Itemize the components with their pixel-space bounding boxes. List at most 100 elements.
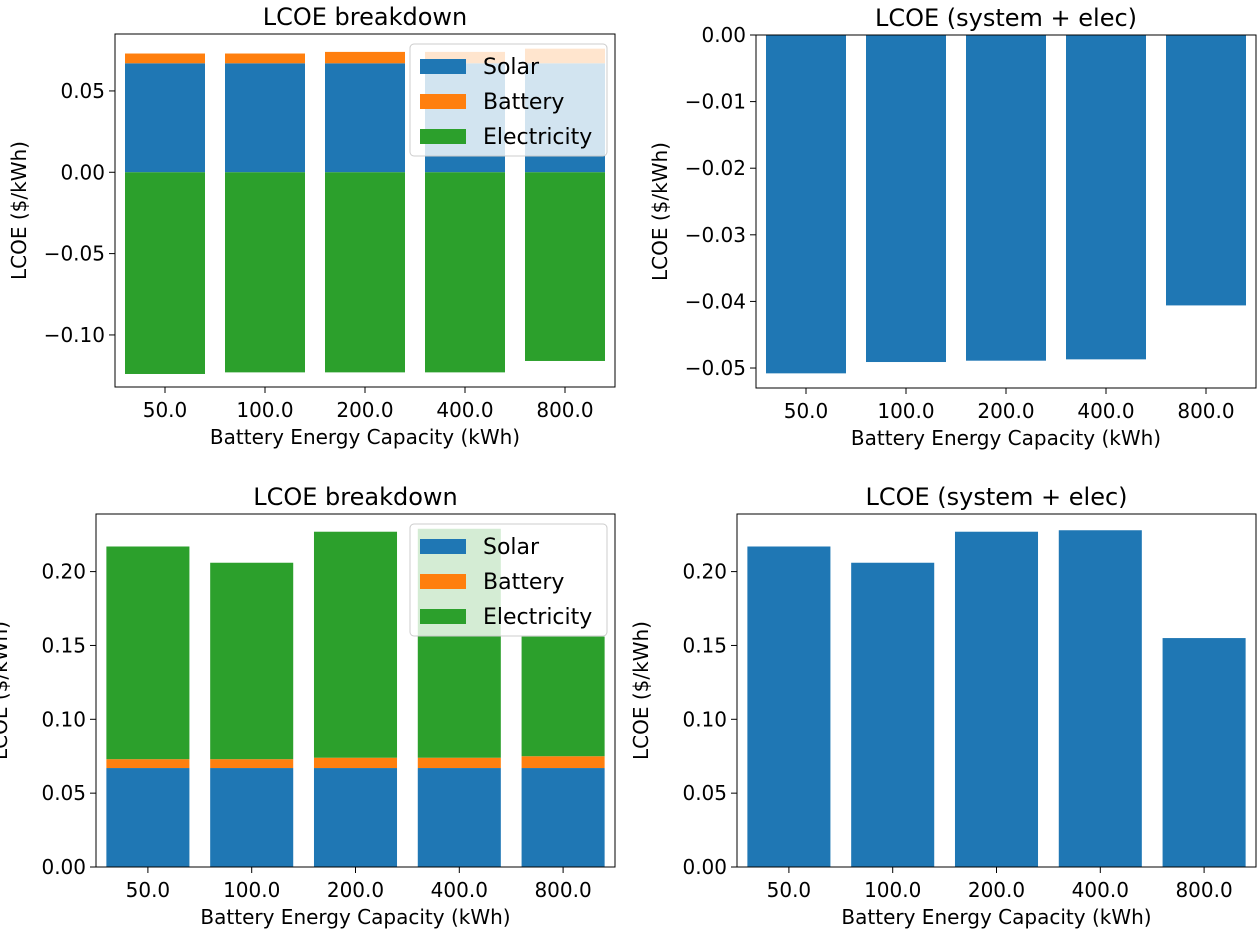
y-tick-label: 0.05 [682,781,727,805]
bar-solar-800.0 [521,768,605,867]
x-tick-label: 200.0 [336,398,393,422]
bars [125,48,605,374]
x-axis-label: Battery Energy Capacity (kWh) [200,905,510,929]
y-axis-label: LCOE ($/kWh) [648,142,672,281]
bar-battery-400.0 [417,757,501,769]
x-axis-label: Battery Energy Capacity (kWh) [210,425,520,449]
legend-label-battery: Battery [483,90,564,115]
bar-50.0 [766,35,846,374]
bar-200.0 [966,35,1046,361]
bar-100.0 [866,35,946,363]
bar-electricity-200.0 [313,531,398,758]
legend-swatch-electricity [420,129,466,144]
bars [766,35,1246,374]
x-axis-label: Battery Energy Capacity (kWh) [851,426,1161,450]
y-tick-label: 0.05 [41,781,86,805]
bar-battery-50.0 [125,53,205,64]
x-tick-label: 200.0 [327,878,384,902]
x-tick-label: 800.0 [1175,878,1232,902]
y-tick-label: 0.20 [41,560,86,584]
y-tick-label: −0.01 [685,90,746,114]
x-tick-label: 100.0 [864,878,921,902]
x-tick-label: 50.0 [767,878,812,902]
y-tick-label: −0.05 [44,242,105,266]
y-tick-label: 0.15 [41,633,86,657]
bar-electricity-50.0 [125,172,205,374]
bar-solar-100.0 [225,63,305,173]
legend-label-solar: Solar [483,535,540,560]
x-tick-label: 400.0 [1072,878,1129,902]
bar-100.0 [851,562,935,867]
y-tick-label: −0.10 [44,323,105,347]
chart-title: LCOE (system + elec) [875,4,1137,32]
bar-solar-200.0 [313,768,398,867]
bar-battery-200.0 [325,51,405,64]
chart-title: LCOE (system + elec) [865,483,1127,511]
bar-400.0 [1058,530,1142,867]
bar-electricity-100.0 [225,172,305,373]
chart-2: −0.05 −0.04 −0.03 −0.02 −0.01 0.00 50.0 100.0 20… [648,4,1257,450]
legend-swatch-solar [420,539,466,554]
legend-swatch-electricity [420,609,466,624]
x-tick-label: 800.0 [536,398,593,422]
bars [747,530,1246,867]
x-tick-label: 200.0 [968,878,1025,902]
y-tick-label: 0.00 [60,160,105,184]
x-tick-label: 800.0 [534,878,591,902]
x-tick-label: 50.0 [784,399,829,423]
x-tick-label: 400.0 [1077,399,1134,423]
legend-swatch-battery [420,574,466,589]
legend-swatch-solar [420,59,466,74]
bar-electricity-800.0 [525,172,605,361]
y-tick-label: 0.00 [701,23,746,47]
chart-title: LCOE breakdown [263,3,468,31]
chart-4: 0.00 0.05 0.10 0.15 0.20 50.0 100.0 200.0 400.0 8… [629,483,1257,929]
bar-electricity-400.0 [425,172,505,373]
x-tick-label: 800.0 [1177,399,1234,423]
legend-label-battery: Battery [483,570,564,595]
legend: Solar Battery Electricity [409,523,608,637]
y-tick-label: 0.20 [682,560,727,584]
bar-battery-100.0 [225,53,305,64]
bar-800.0 [1166,35,1246,306]
y-tick-label: 0.00 [682,855,727,879]
legend-label-electricity: Electricity [483,125,592,150]
x-tick-label: 50.0 [143,398,188,422]
bar-solar-100.0 [210,768,294,867]
bar-800.0 [1162,638,1246,867]
x-tick-label: 400.0 [431,878,488,902]
y-tick-label: −0.05 [685,356,746,380]
bar-electricity-50.0 [106,546,190,760]
bar-solar-400.0 [417,768,501,867]
y-tick-label: 0.15 [682,633,727,657]
chart-1: −0.10 −0.05 0.00 0.05 50.0 100.0 200.0 400.0 800… [7,3,616,449]
legend-swatch-battery [420,94,466,109]
y-tick-label: 0.00 [41,855,86,879]
y-tick-label: −0.02 [685,156,746,180]
x-tick-label: 50.0 [126,878,171,902]
x-tick-label: 100.0 [223,878,280,902]
bar-200.0 [954,531,1039,867]
bar-electricity-100.0 [210,562,294,760]
bar-battery-50.0 [106,759,190,769]
bar-battery-800.0 [521,756,605,769]
bars [106,528,605,867]
x-tick-label: 200.0 [977,399,1034,423]
bar-battery-200.0 [313,757,398,769]
bar-electricity-800.0 [521,636,605,757]
bar-solar-200.0 [325,63,405,173]
y-axis-label: LCOE ($/kWh) [629,621,653,760]
y-axis-label: LCOE ($/kWh) [7,141,31,280]
legend-label-solar: Solar [483,55,540,80]
bar-solar-50.0 [106,768,190,867]
chart-title: LCOE breakdown [253,483,458,511]
y-tick-label: 0.10 [682,707,727,731]
x-tick-label: 100.0 [236,398,293,422]
x-tick-label: 100.0 [877,399,934,423]
bar-solar-50.0 [125,63,205,173]
chart-3: 0.00 0.05 0.10 0.15 0.20 50.0 100.0 200.0 400.0 8… [0,483,616,929]
y-tick-label: −0.03 [685,223,746,247]
y-tick-label: −0.04 [685,289,746,313]
bar-battery-100.0 [210,759,294,769]
